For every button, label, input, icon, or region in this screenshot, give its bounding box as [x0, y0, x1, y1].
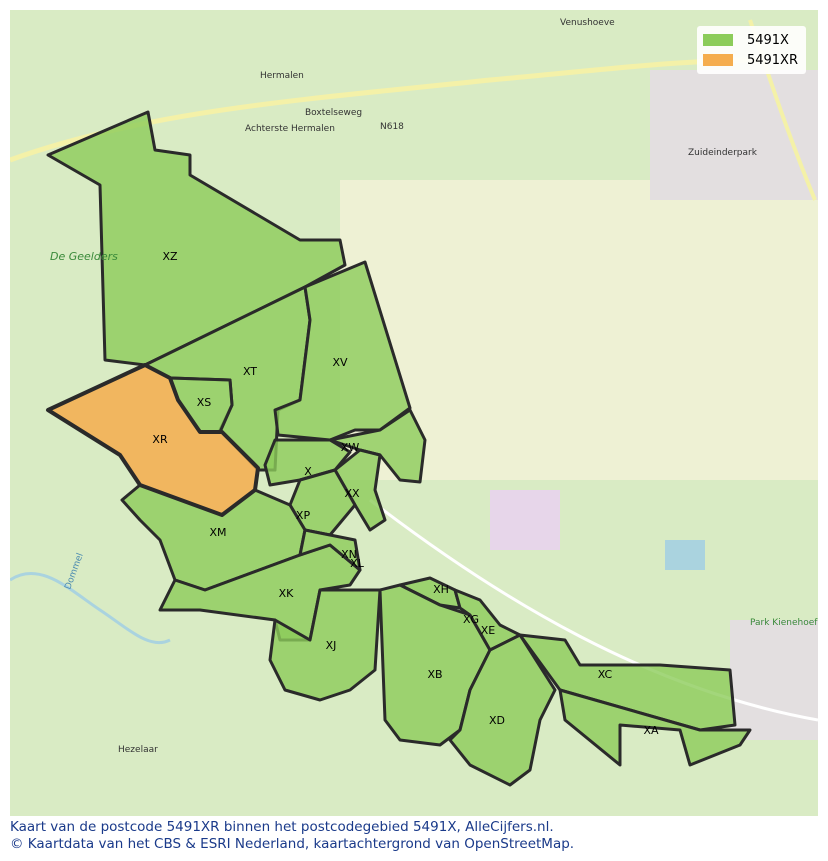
area-label: XK [279, 587, 295, 600]
place-labels: Venushoeve Hermalen Achterste Hermalen B… [50, 18, 818, 755]
area-labels: XZ XT XV XS XR XW X XX XP XM XN XL XK XJ… [152, 250, 659, 737]
area-label: XP [296, 509, 311, 522]
area-label: XG [463, 613, 479, 626]
area-label: XN [341, 548, 357, 561]
place-label: Boxtelseweg [305, 108, 362, 118]
area-label: XT [243, 365, 257, 378]
caption: Kaart van de postcode 5491XR binnen het … [10, 819, 574, 853]
place-label: Achterste Hermalen [245, 124, 335, 134]
legend-label: 5491XR [746, 52, 798, 68]
area-label: XA [643, 724, 659, 737]
legend: 5491X 5491XR [696, 26, 806, 74]
place-label: Park Kienehoef [750, 618, 818, 628]
area-label: XH [433, 583, 449, 596]
map-canvas: Venushoeve Hermalen Achterste Hermalen B… [10, 18, 818, 787]
area-label: XB [427, 668, 442, 681]
area-label: X [304, 465, 312, 478]
postcode-areas [46, 110, 752, 787]
place-label: Dommel [63, 552, 85, 591]
legend-item: 5491XR [702, 50, 798, 70]
place-label: Hezelaar [118, 745, 158, 755]
place-label: Hermalen [260, 71, 304, 81]
area-label: XC [598, 668, 613, 681]
area-XZ[interactable] [46, 110, 347, 367]
place-label: De Geelders [50, 250, 118, 263]
legend-item: 5491X [702, 30, 798, 50]
area-XN[interactable] [298, 528, 362, 572]
place-label: Zuideinderpark [688, 148, 758, 158]
area-label: XD [489, 714, 505, 727]
area-label: XV [332, 356, 348, 369]
area-XD[interactable] [448, 633, 557, 787]
area-XR[interactable] [46, 363, 260, 517]
area-label: XX [344, 487, 360, 500]
area-XJ[interactable] [268, 588, 382, 702]
area-label: XM [209, 526, 226, 539]
area-label: XJ [326, 639, 337, 652]
area-label: XL [350, 557, 365, 570]
legend-label: 5491X [746, 32, 789, 48]
area-label: XZ [162, 250, 178, 263]
caption-title: Kaart van de postcode 5491XR binnen het … [10, 819, 554, 835]
map[interactable]: Venushoeve Hermalen Achterste Hermalen B… [10, 10, 818, 816]
area-XA[interactable] [558, 688, 752, 767]
caption-attribution: © Kaartdata van het CBS & ESRI Nederland… [10, 836, 575, 852]
place-label: Venushoeve [560, 18, 615, 28]
area-X[interactable] [263, 438, 352, 487]
area-label: XW [341, 441, 360, 454]
legend-swatch [702, 54, 733, 66]
area-label: XS [197, 396, 212, 409]
area-XX[interactable] [333, 448, 387, 532]
legend-swatch [702, 34, 733, 46]
area-label: XE [481, 624, 496, 637]
area-label: XR [152, 433, 168, 446]
place-label: N618 [380, 122, 404, 132]
